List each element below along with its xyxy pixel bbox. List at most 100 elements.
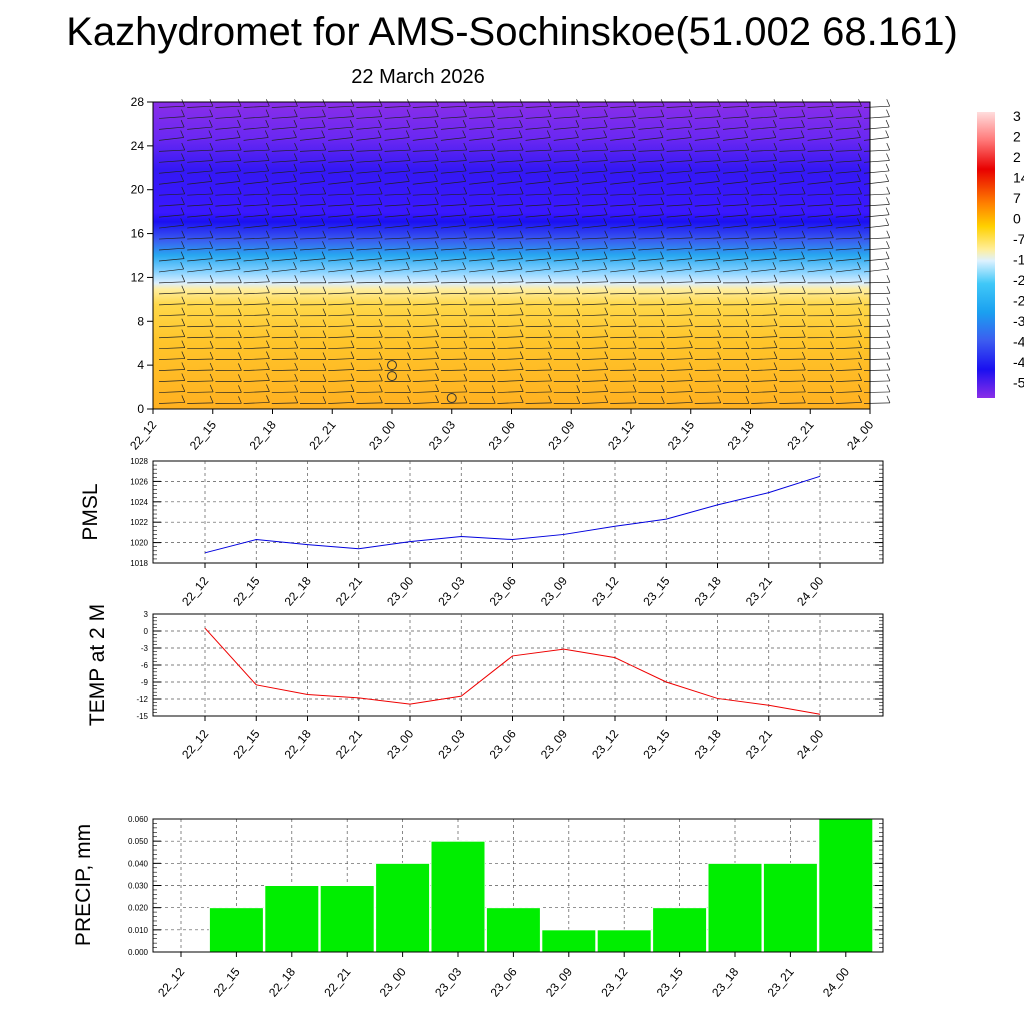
wind-barb bbox=[751, 105, 777, 108]
wind-barb bbox=[187, 325, 214, 328]
wind-barb bbox=[666, 336, 693, 339]
wind-barb-flag bbox=[435, 373, 439, 381]
wind-barb bbox=[328, 303, 355, 306]
x-tick-label: 22_21 bbox=[333, 574, 365, 609]
wind-barb-flag bbox=[830, 142, 834, 151]
wind-barb bbox=[722, 105, 749, 108]
wind-barb bbox=[581, 281, 608, 284]
wind-barb bbox=[271, 380, 298, 382]
wind-barb bbox=[271, 170, 297, 174]
wind-barb bbox=[779, 303, 806, 306]
wind-barb-flag bbox=[490, 130, 495, 138]
x-tick-label: 23_15 bbox=[640, 727, 672, 762]
wind-barb bbox=[328, 314, 355, 317]
wind-barb bbox=[835, 237, 862, 240]
wind-barb bbox=[440, 237, 467, 240]
wind-barb bbox=[525, 170, 551, 174]
wind-barb bbox=[215, 116, 241, 119]
wind-barb bbox=[440, 258, 467, 262]
wind-barb-flag bbox=[350, 119, 354, 128]
wind-barb bbox=[243, 358, 270, 361]
wind-barb-flag bbox=[434, 119, 439, 128]
wind-barb-flag bbox=[829, 109, 834, 117]
wind-barb-flag bbox=[293, 153, 298, 161]
wind-barb-flag bbox=[181, 307, 186, 315]
wind-barb bbox=[610, 224, 635, 229]
wind-barb bbox=[497, 380, 524, 382]
wind-barb bbox=[469, 247, 495, 251]
wind-barb bbox=[469, 105, 495, 108]
wind-barb bbox=[751, 358, 778, 361]
wind-barb bbox=[215, 247, 241, 251]
wind-barb-flag bbox=[885, 119, 890, 128]
wind-barb-flag bbox=[632, 297, 637, 305]
y-tick-label: 0.050 bbox=[128, 837, 149, 846]
wind-barb bbox=[243, 402, 270, 404]
wind-barb-flag bbox=[181, 142, 186, 151]
wind-barb-flag bbox=[547, 153, 552, 161]
wind-barb-flag bbox=[659, 218, 664, 226]
wind-barb-flag bbox=[350, 395, 355, 403]
wind-barb bbox=[271, 137, 297, 141]
wind-barb bbox=[779, 336, 806, 339]
wind-barb-flag bbox=[547, 197, 552, 205]
wind-barb bbox=[158, 358, 185, 361]
wind-barb bbox=[807, 160, 834, 163]
wind-barb bbox=[751, 247, 777, 251]
wind-barb bbox=[384, 224, 410, 229]
wind-barb bbox=[863, 380, 890, 382]
wind-barb bbox=[525, 181, 551, 185]
wind-barb-flag bbox=[435, 362, 439, 370]
wind-barb bbox=[412, 116, 439, 119]
wind-barb bbox=[384, 204, 411, 207]
wind-barb bbox=[779, 325, 806, 328]
wind-barb-flag bbox=[800, 218, 805, 226]
wind-barb bbox=[638, 126, 664, 130]
wind-barb-flag bbox=[661, 319, 665, 327]
wind-barb-flag bbox=[604, 318, 609, 326]
wind-barb bbox=[722, 126, 749, 130]
wind-barb-flag bbox=[490, 261, 495, 270]
wind-barb bbox=[751, 281, 778, 284]
wind-barb-flag bbox=[519, 395, 524, 403]
pmsl-ylabel: PMSL bbox=[79, 483, 102, 540]
wind-barb bbox=[863, 292, 890, 295]
wind-barb-flag bbox=[180, 163, 185, 172]
x-tick-label: 24_00 bbox=[794, 574, 826, 609]
wind-barb-flag bbox=[802, 318, 806, 327]
wind-barb-flag bbox=[293, 207, 298, 215]
wind-barb bbox=[328, 247, 354, 251]
wind-barb bbox=[666, 380, 693, 382]
wind-barb bbox=[412, 214, 438, 218]
x-tick-label: 23_09 bbox=[538, 727, 570, 762]
wind-barb-flag bbox=[830, 319, 834, 327]
wind-barb-flag bbox=[491, 109, 496, 117]
wind-barb-flag bbox=[435, 285, 439, 293]
wind-barb-flag bbox=[632, 395, 637, 404]
x-tick-label: 22_18 bbox=[247, 418, 279, 453]
wind-barb-flag bbox=[181, 109, 185, 117]
wind-barb-flag bbox=[350, 274, 355, 282]
wind-barb-flag bbox=[576, 99, 580, 107]
wind-barb bbox=[751, 369, 778, 371]
wind-barb-flag bbox=[350, 285, 355, 293]
wind-barb-flag bbox=[857, 163, 862, 172]
wind-barb bbox=[299, 170, 326, 174]
wind-barb bbox=[299, 268, 325, 273]
wind-barb-flag bbox=[265, 153, 270, 161]
wind-barb bbox=[328, 347, 355, 350]
x-tick-label: 22_15 bbox=[230, 727, 262, 762]
wind-barb bbox=[271, 247, 298, 251]
wind-barb-flag bbox=[801, 163, 805, 172]
wind-barb bbox=[469, 181, 494, 185]
wind-barb bbox=[779, 369, 806, 371]
wind-barb-flag bbox=[745, 319, 750, 327]
wind-barb bbox=[215, 126, 241, 130]
wind-barb bbox=[497, 247, 523, 251]
wind-barb-flag bbox=[773, 340, 778, 348]
colorbar-label: 14 bbox=[1013, 170, 1024, 186]
wind-barb bbox=[440, 391, 467, 393]
wind-barb bbox=[553, 181, 579, 185]
wind-barb bbox=[694, 369, 721, 371]
wind-barb-flag bbox=[379, 297, 383, 305]
